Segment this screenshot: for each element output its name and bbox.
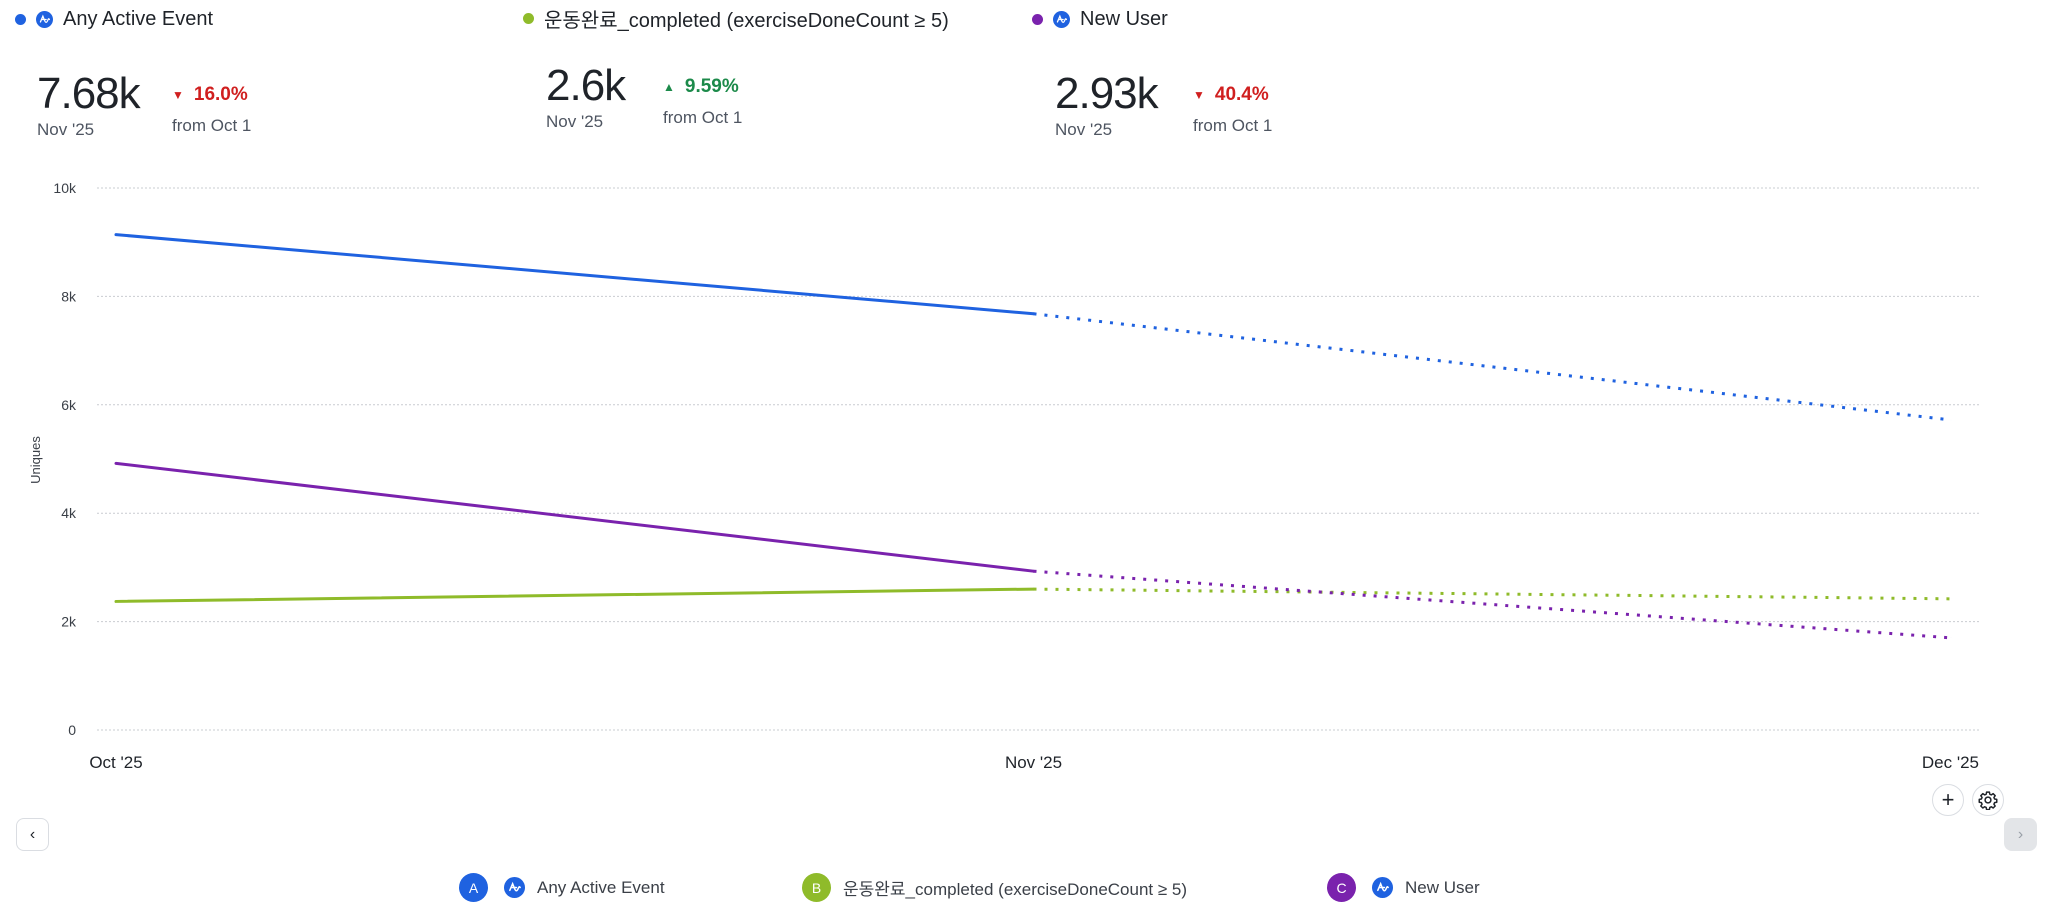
add-button[interactable]: +: [1932, 784, 1964, 816]
chevron-left-icon: ‹: [29, 825, 36, 843]
gear-icon: [1978, 791, 1998, 810]
series-header-a[interactable]: Any Active Event: [15, 8, 213, 31]
series-name: 운동완료_completed (exerciseDoneCount ≥ 5): [544, 10, 949, 32]
delta-from: from Oct 1: [172, 116, 252, 135]
grid-lines: [97, 187, 1979, 731]
settings-button[interactable]: [1972, 784, 2004, 816]
x-tick-label: Oct '25: [89, 753, 142, 772]
series-badge: A: [459, 873, 488, 902]
series-color-dot: [1032, 14, 1043, 25]
y-tick-label: 6k: [61, 397, 77, 413]
delta-from: from Oct 1: [1193, 116, 1273, 135]
y-axis-label: Uniques: [28, 436, 43, 484]
y-axis-ticks: 0 2k 4k 6k 8k 10k: [53, 180, 77, 738]
delta-from: from Oct 1: [663, 108, 743, 127]
chevron-right-icon: ›: [2017, 825, 2024, 843]
y-tick-label: 8k: [61, 288, 77, 304]
amplitude-icon: [1053, 11, 1070, 28]
series-line-projected[interactable]: [1033, 312, 1952, 422]
delta-a: ▼ 16.0% from Oct 1: [172, 84, 251, 136]
x-tick-label: Dec '25: [1922, 753, 1979, 772]
metric-b: 2.6k Nov '25: [546, 61, 626, 132]
delta-value: 16.0%: [193, 84, 248, 105]
series-line-projected[interactable]: [1033, 569, 1952, 640]
series-line-actual[interactable]: [114, 461, 1035, 573]
legend-label: New User: [1405, 877, 1480, 897]
series-line-actual[interactable]: [114, 233, 1035, 316]
delta-c: ▼ 40.4% from Oct 1: [1193, 84, 1272, 136]
metric-period: Nov '25: [546, 112, 604, 131]
metric-period: Nov '25: [37, 120, 95, 139]
x-axis-ticks: Oct '25 Nov '25 Dec '25: [89, 753, 1979, 772]
y-tick-label: 2k: [61, 614, 77, 630]
legend-label: Any Active Event: [537, 877, 665, 897]
series-header-c[interactable]: New User: [1032, 8, 1168, 31]
x-tick-label: Nov '25: [1005, 753, 1062, 772]
series-name: New User: [1080, 8, 1168, 30]
metric-value: 2.6k: [546, 61, 626, 110]
y-tick-label: 4k: [61, 505, 77, 521]
y-tick-label: 0: [68, 722, 76, 738]
series-b[interactable]: [114, 587, 1952, 603]
series-color-dot: [523, 13, 534, 24]
plus-icon: +: [1941, 787, 1955, 812]
series-line-projected[interactable]: [1033, 587, 1952, 601]
metric-value: 7.68k: [37, 69, 141, 118]
series-badge: B: [802, 873, 831, 902]
series-name: Any Active Event: [63, 8, 214, 30]
legend-item-b[interactable]: B 운동완료_completed (exerciseDoneCount ≥ 5): [802, 873, 1187, 902]
series-line-actual[interactable]: [114, 587, 1035, 603]
legend-item-c[interactable]: C New User: [1327, 873, 1480, 902]
series-badge: C: [1327, 873, 1356, 902]
delta-value: 9.59%: [684, 76, 739, 97]
line-chart: 0 2k 4k 6k 8k 10k Uniques Oct '25 Nov '25 Dec '…: [28, 180, 1979, 772]
metric-c: 2.93k Nov '25: [1055, 69, 1159, 140]
down-triangle-icon: ▼: [172, 88, 184, 102]
amplitude-icon: [1372, 877, 1393, 898]
series-lines: [114, 233, 1952, 640]
up-triangle-icon: ▲: [663, 80, 675, 94]
amplitude-icon: [36, 11, 53, 28]
delta-b: ▲ 9.59% from Oct 1: [663, 76, 742, 128]
series-a[interactable]: [114, 233, 1952, 422]
down-triangle-icon: ▼: [1193, 88, 1205, 102]
prev-button[interactable]: ‹: [16, 818, 49, 851]
amplitude-icon: [504, 877, 525, 898]
delta-value: 40.4%: [1214, 84, 1269, 105]
legend-item-a[interactable]: A Any Active Event: [459, 873, 665, 902]
legend-label: 운동완료_completed (exerciseDoneCount ≥ 5): [843, 880, 1188, 899]
series-header-b[interactable]: 운동완료_completed (exerciseDoneCount ≥ 5): [523, 4, 949, 33]
series-color-dot: [15, 14, 26, 25]
y-tick-label: 10k: [53, 180, 77, 196]
metric-period: Nov '25: [1055, 120, 1113, 139]
series-c[interactable]: [114, 461, 1952, 640]
metric-value: 2.93k: [1055, 69, 1159, 118]
next-button[interactable]: ›: [2004, 818, 2037, 851]
metric-a: 7.68k Nov '25: [37, 69, 141, 140]
